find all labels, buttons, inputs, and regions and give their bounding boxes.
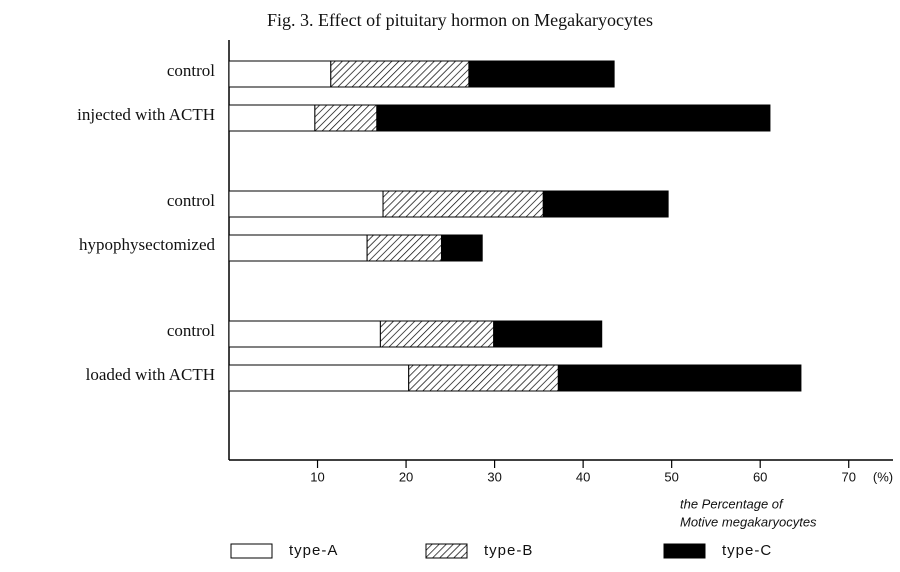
bar-segment: [376, 104, 771, 132]
legend-label: type-C: [722, 542, 772, 559]
bar-segment: [408, 364, 559, 392]
legend-label: type-A: [289, 542, 338, 559]
x-axis-label: Motive megakaryocytes: [680, 514, 817, 529]
x-tick-label: 50: [664, 469, 678, 484]
chart-title: Fig. 3. Effect of pituitary hormon on Me…: [267, 10, 653, 30]
x-unit: (%): [873, 469, 893, 484]
legend-swatch: [425, 543, 468, 559]
x-tick-label: 30: [487, 469, 501, 484]
bar-segment: [228, 320, 381, 348]
legend-label: type-B: [484, 542, 533, 559]
x-tick-label: 20: [399, 469, 413, 484]
y-tick-label: control: [167, 191, 215, 210]
x-tick-label: 40: [576, 469, 590, 484]
bar-segment: [330, 60, 470, 88]
bar-segment: [228, 104, 316, 132]
bar-segment: [228, 190, 384, 218]
y-tick-label: hypophysectomized: [79, 235, 215, 254]
bar-segment: [382, 190, 544, 218]
x-tick-label: 70: [841, 469, 855, 484]
x-tick-label: 60: [753, 469, 767, 484]
bar-segment: [228, 60, 332, 88]
bar-segment: [228, 364, 410, 392]
y-tick-label: loaded with ACTH: [86, 365, 215, 384]
bar-segment: [366, 234, 442, 262]
y-tick-label: control: [167, 321, 215, 340]
bar-segment: [228, 234, 368, 262]
bar-segment: [440, 234, 483, 262]
bar-segment: [468, 60, 615, 88]
legend-swatch: [663, 543, 706, 559]
legend-swatch: [230, 543, 273, 559]
bar-segment: [379, 320, 495, 348]
bar-segment: [557, 364, 802, 392]
bar-segment: [493, 320, 603, 348]
x-tick-label: 10: [310, 469, 324, 484]
bar-segment: [542, 190, 669, 218]
y-tick-label: control: [167, 61, 215, 80]
y-tick-label: injected with ACTH: [77, 105, 215, 124]
bar-segment: [314, 104, 378, 132]
x-axis-label: the Percentage of: [680, 496, 784, 511]
